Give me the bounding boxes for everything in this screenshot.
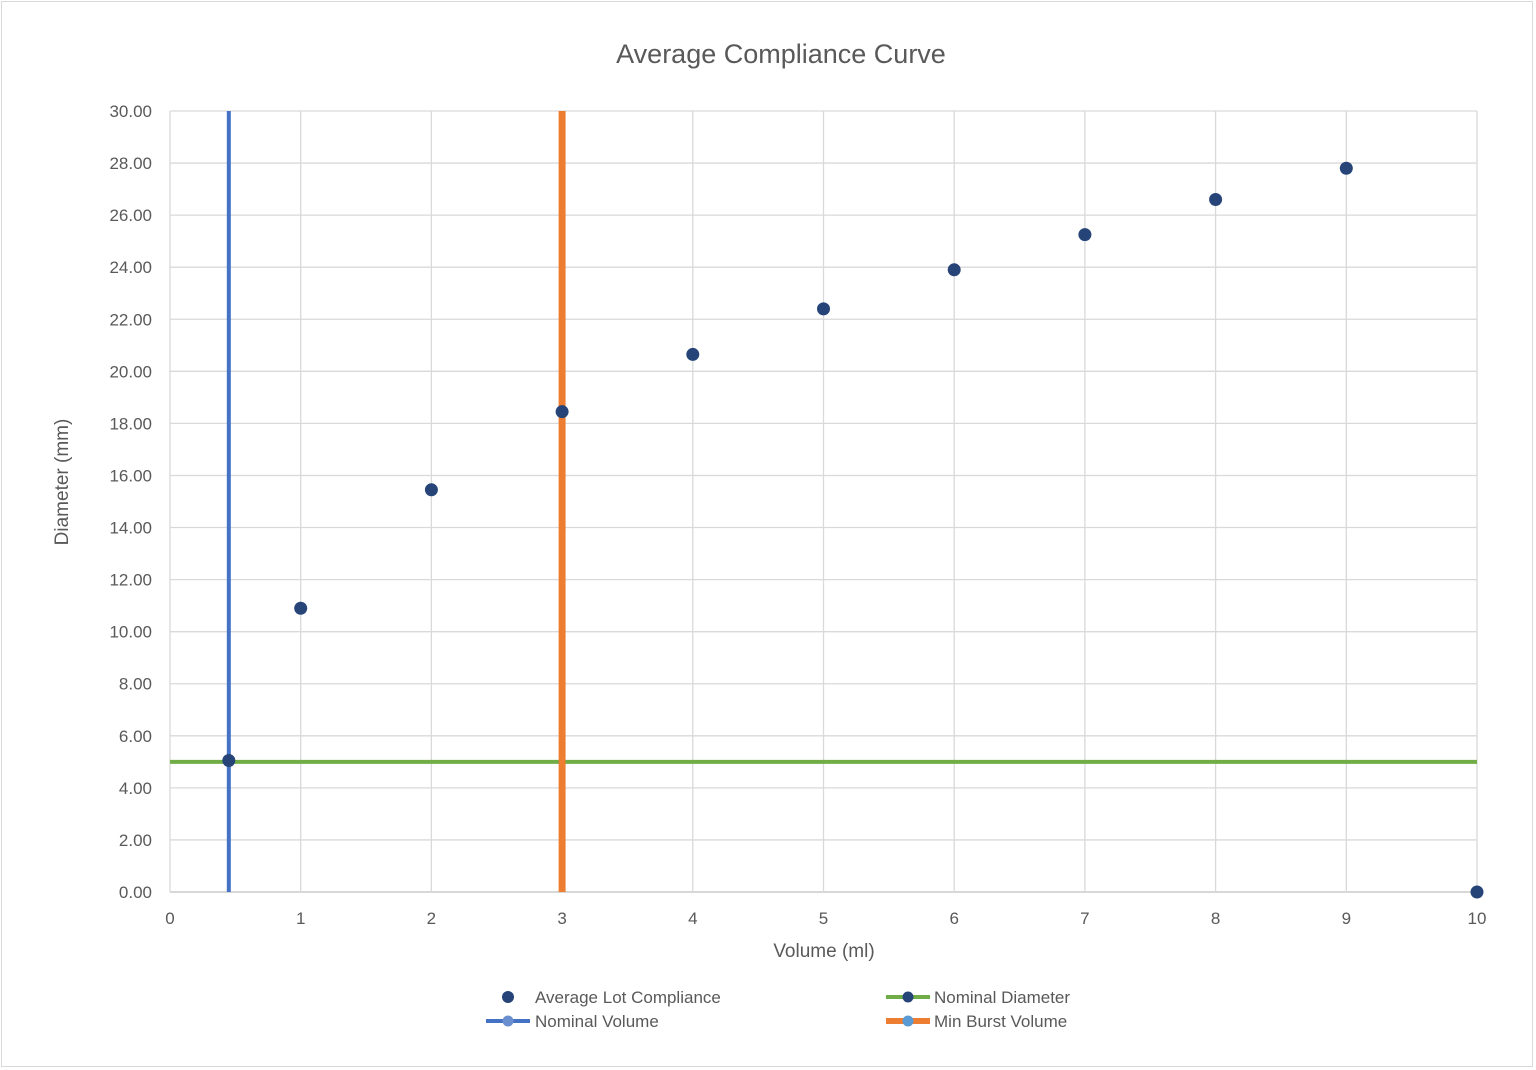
- x-tick-label: 6: [949, 909, 958, 928]
- legend-label: Nominal Diameter: [934, 988, 1070, 1007]
- legend-swatch-dot: [902, 1015, 914, 1027]
- legend-label: Nominal Volume: [535, 1012, 659, 1031]
- data-point: [294, 601, 308, 615]
- data-point: [222, 754, 236, 768]
- chart-title: Average Compliance Curve: [616, 39, 946, 69]
- legend-swatch: [502, 991, 514, 1003]
- x-tick-label: 8: [1211, 909, 1220, 928]
- y-tick-label: 20.00: [109, 362, 152, 381]
- x-tick-label: 7: [1080, 909, 1089, 928]
- data-point: [817, 302, 830, 316]
- y-tick-label: 16.00: [109, 466, 152, 485]
- legend: Average Lot Compliance Nominal Diameter No…: [486, 988, 1070, 1031]
- data-point: [1470, 885, 1484, 899]
- series-layer: [170, 111, 1484, 899]
- x-axis-label: Volume (ml): [773, 941, 874, 962]
- x-tick-label: 10: [1468, 909, 1487, 928]
- legend-item: Nominal Diameter: [886, 988, 1070, 1007]
- grid: [169, 110, 1478, 893]
- legend-swatch-dot: [902, 991, 914, 1003]
- y-tick-label: 4.00: [119, 779, 152, 798]
- data-point: [686, 347, 700, 361]
- legend-swatch-dot: [502, 1015, 514, 1027]
- y-tick-label: 24.00: [109, 258, 152, 277]
- y-tick-label: 22.00: [109, 310, 152, 329]
- y-tick-label: 26.00: [109, 206, 152, 225]
- x-tick-label: 3: [557, 909, 566, 928]
- legend-item: Nominal Volume: [486, 1012, 659, 1031]
- x-tick-label: 0: [165, 909, 174, 928]
- y-tick-label: 8.00: [119, 675, 152, 694]
- x-tick-label: 1: [296, 909, 305, 928]
- x-tick-label: 4: [688, 909, 697, 928]
- legend-item: Average Lot Compliance: [502, 988, 721, 1007]
- y-axis-label: Diameter (mm): [52, 419, 73, 546]
- data-point: [1078, 228, 1092, 242]
- legend-item: Min Burst Volume: [886, 1012, 1067, 1031]
- data-point: [1209, 193, 1223, 207]
- y-tick-label: 12.00: [109, 571, 152, 590]
- y-tick-label: 2.00: [119, 831, 152, 850]
- legend-label: Average Lot Compliance: [535, 988, 721, 1007]
- x-tick-label: 5: [819, 909, 828, 928]
- y-tick-label: 28.00: [109, 154, 152, 173]
- data-point: [1339, 161, 1353, 175]
- data-point: [424, 483, 438, 497]
- x-tick-label: 9: [1342, 909, 1351, 928]
- x-tick-label: 2: [427, 909, 436, 928]
- y-tick-label: 14.00: [109, 519, 152, 538]
- y-axis-ticks: 0.00 2.00 4.00 6.00 8.00 10.00 12.00 14.00 16.00…: [109, 102, 152, 902]
- y-tick-label: 0.00: [119, 883, 152, 902]
- x-axis-ticks: 0 1 2 3 4 5 6 7 8 9 10: [165, 909, 1486, 928]
- y-tick-label: 30.00: [109, 102, 152, 121]
- y-tick-label: 18.00: [109, 414, 152, 433]
- legend-label: Min Burst Volume: [934, 1012, 1067, 1031]
- data-point: [555, 405, 569, 419]
- data-point: [947, 263, 961, 277]
- y-tick-label: 6.00: [119, 727, 152, 746]
- y-tick-label: 10.00: [109, 623, 152, 642]
